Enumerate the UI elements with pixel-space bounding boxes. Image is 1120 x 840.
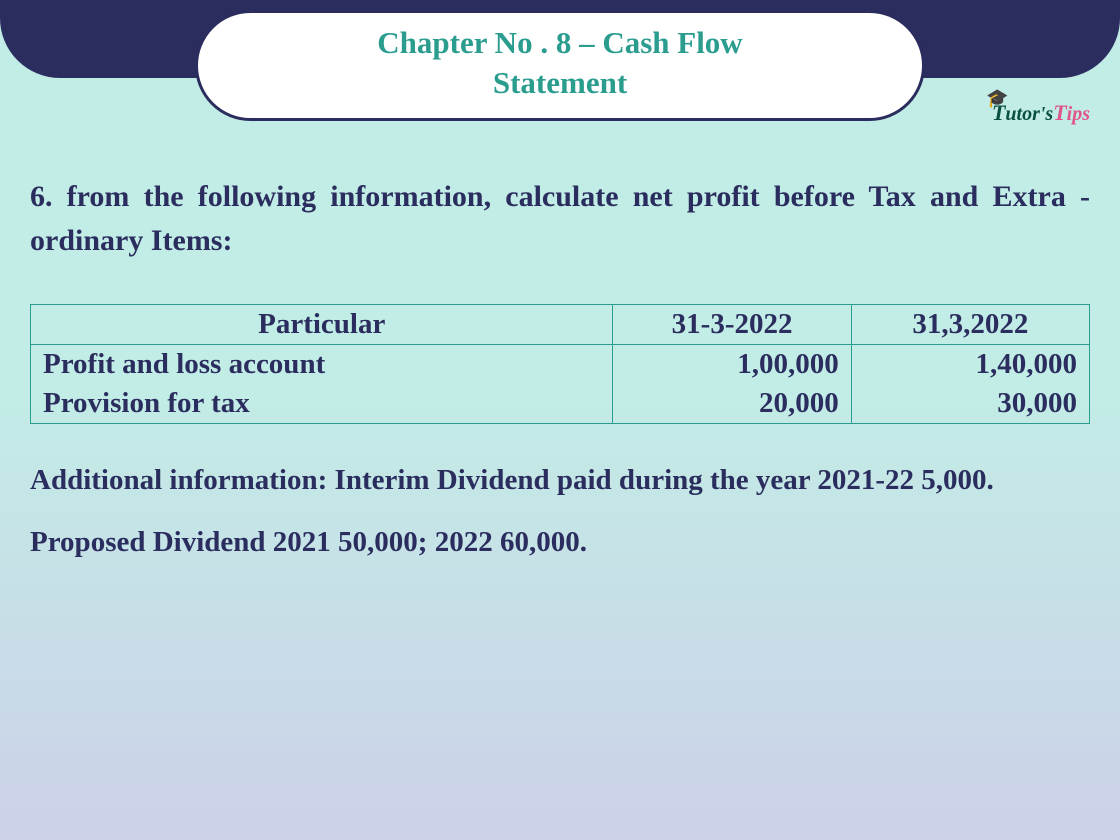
chapter-title-line1: Chapter No . 8 – Cash Flow <box>278 23 842 63</box>
cell-particular: Profit and loss account <box>31 345 613 385</box>
cell-value: 1,40,000 <box>851 345 1089 385</box>
logo-text-2: ips <box>1067 103 1090 125</box>
table-header-row: Particular 31-3-2022 31,3,2022 <box>31 305 1090 345</box>
question-text: 6. from the following information, calcu… <box>30 175 1090 262</box>
logo-letter-2: T <box>1053 100 1066 125</box>
logo-text-1: utor's <box>1005 103 1053 125</box>
content-area: 6. from the following information, calcu… <box>30 175 1090 564</box>
proposed-dividend-text: Proposed Dividend 2021 50,000; 2022 60,0… <box>30 521 1090 565</box>
additional-info-text: Additional information: Interim Dividend… <box>30 459 1090 503</box>
graduation-cap-icon: 🎓 <box>986 88 1008 109</box>
chapter-title-line2: Statement <box>278 63 842 103</box>
cell-value: 20,000 <box>613 384 851 424</box>
col-header-date1: 31-3-2022 <box>613 305 851 345</box>
col-header-date2: 31,3,2022 <box>851 305 1089 345</box>
cell-particular: Provision for tax <box>31 384 613 424</box>
table-row: Provision for tax 20,000 30,000 <box>31 384 1090 424</box>
chapter-title-pill: Chapter No . 8 – Cash Flow Statement <box>195 10 925 121</box>
col-header-particular: Particular <box>31 305 613 345</box>
table-row: Profit and loss account 1,00,000 1,40,00… <box>31 345 1090 385</box>
brand-logo: 🎓 Tutor'sTips <box>992 100 1090 126</box>
data-table: Particular 31-3-2022 31,3,2022 Profit an… <box>30 304 1090 424</box>
cell-value: 30,000 <box>851 384 1089 424</box>
cell-value: 1,00,000 <box>613 345 851 385</box>
